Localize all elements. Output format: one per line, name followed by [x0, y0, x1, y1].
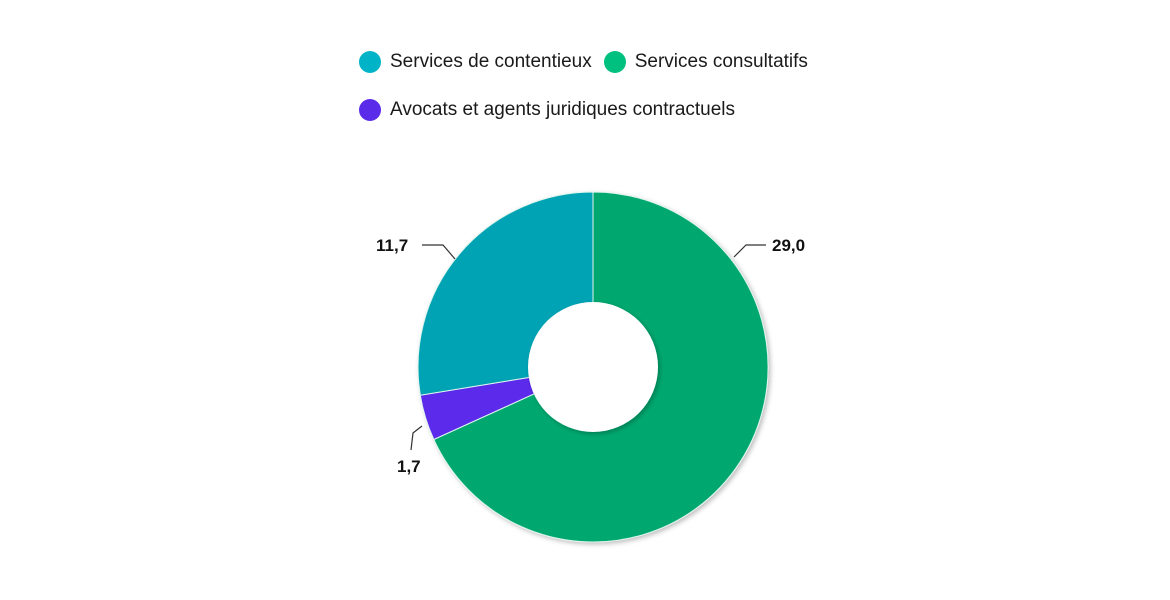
- legend-swatch-icon: [359, 51, 381, 73]
- legend-item-consultatifs[interactable]: Services consultatifs: [603, 51, 808, 73]
- leader-line-contentieux: [422, 244, 456, 260]
- value-label-contentieux: 11,7: [376, 236, 408, 255]
- donut-hole: [528, 302, 658, 432]
- legend-label: Avocats et agents juridiques contractuel…: [390, 99, 736, 120]
- legend-swatch-icon: [359, 99, 381, 121]
- legend-item-avocats[interactable]: Avocats et agents juridiques contractuel…: [359, 99, 735, 121]
- leader-line-avocats: [410, 425, 423, 451]
- chart-legend: Services de contentieux Services consult…: [359, 48, 879, 144]
- legend-swatch-icon: [603, 51, 626, 73]
- leader-line-consultatifs: [733, 244, 766, 258]
- legend-label: Services de contentieux: [390, 51, 592, 72]
- value-label-avocats: 1,7: [397, 457, 421, 476]
- legend-item-contentieux[interactable]: Services de contentieux: [359, 51, 592, 73]
- value-label-consultatifs: 29,0: [772, 236, 805, 255]
- legend-label: Services consultatifs: [634, 51, 808, 72]
